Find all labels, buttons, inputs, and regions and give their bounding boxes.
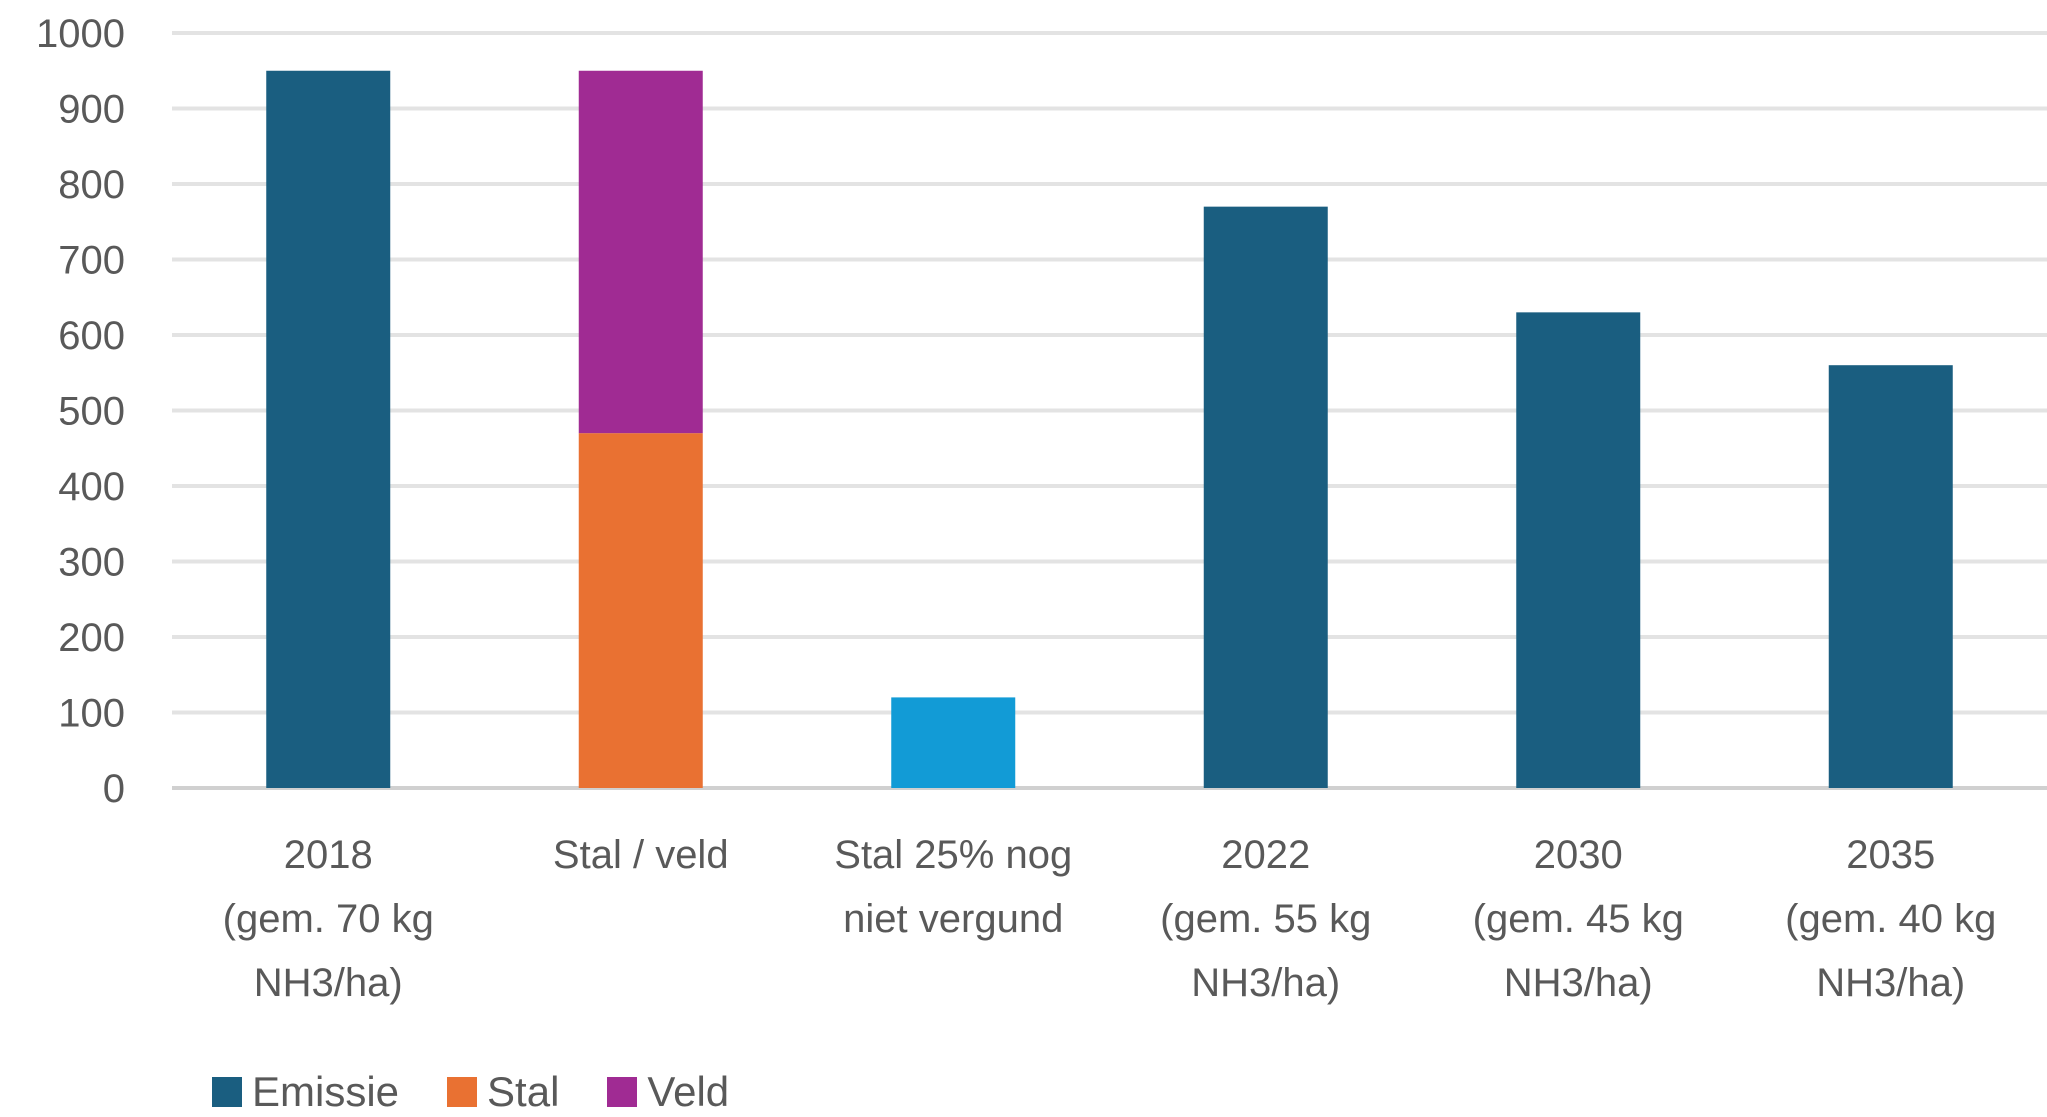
bar-veld bbox=[578, 70, 703, 434]
legend-item-stal: Stal bbox=[447, 1068, 559, 1116]
y-tick-label: 300 bbox=[58, 541, 125, 585]
legend-item-emissie: Emissie bbox=[212, 1068, 399, 1116]
x-tick-label: (gem. 70 kg bbox=[223, 897, 434, 941]
bar-emissie bbox=[1828, 365, 1953, 788]
x-tick-label: NH3/ha) bbox=[1191, 961, 1340, 1005]
y-tick-label: 700 bbox=[58, 239, 125, 283]
x-tick-label: NH3/ha) bbox=[254, 961, 403, 1005]
x-tick-label: Stal / veld bbox=[553, 833, 729, 877]
bar-stal bbox=[578, 433, 703, 788]
x-tick-label: 2022 bbox=[1221, 833, 1310, 877]
legend: Emissie Stal Veld bbox=[212, 1068, 777, 1116]
y-tick-label: 800 bbox=[58, 163, 125, 207]
legend-swatch-veld bbox=[607, 1077, 638, 1107]
legend-label-veld: Veld bbox=[647, 1068, 730, 1115]
x-tick-label: 2030 bbox=[1534, 833, 1623, 877]
legend-swatch-emissie bbox=[212, 1077, 242, 1107]
gridlines bbox=[172, 31, 2047, 790]
bars bbox=[266, 70, 1953, 788]
y-axis-ticks: 0 100 200 300 400 500 600 700 800 900 1000 bbox=[36, 12, 125, 811]
x-tick-label: NH3/ha) bbox=[1504, 961, 1653, 1005]
legend-swatch-stal bbox=[447, 1077, 478, 1107]
y-tick-label: 0 bbox=[103, 767, 125, 811]
x-tick-label: Stal 25% nog bbox=[834, 833, 1072, 877]
y-tick-label: 600 bbox=[58, 314, 125, 358]
bar-series-3 bbox=[891, 697, 1016, 788]
bar-emissie bbox=[266, 70, 391, 788]
x-tick-label: NH3/ha) bbox=[1816, 961, 1965, 1005]
x-tick-label: (gem. 55 kg bbox=[1160, 897, 1371, 941]
x-tick-label: (gem. 40 kg bbox=[1785, 897, 1996, 941]
bar-emissie bbox=[1203, 206, 1328, 788]
legend-item-veld: Veld bbox=[607, 1068, 729, 1116]
y-tick-label: 200 bbox=[58, 616, 125, 660]
y-tick-label: 500 bbox=[58, 390, 125, 434]
bar-emissie bbox=[1516, 312, 1641, 788]
y-tick-label: 1000 bbox=[36, 12, 125, 56]
y-tick-label: 400 bbox=[58, 465, 125, 509]
x-axis-categories: 2018 (gem. 70 kg NH3/ha) Stal / veld Stal 25… bbox=[223, 833, 1997, 1005]
x-tick-label: 2035 bbox=[1846, 833, 1935, 877]
x-tick-label: 2018 bbox=[284, 833, 373, 877]
y-tick-label: 900 bbox=[58, 88, 125, 132]
legend-label-stal: Stal bbox=[487, 1068, 560, 1115]
legend-label-emissie: Emissie bbox=[252, 1068, 400, 1115]
x-tick-label: (gem. 45 kg bbox=[1473, 897, 1684, 941]
y-tick-label: 100 bbox=[58, 692, 125, 736]
x-tick-label: niet vergund bbox=[843, 897, 1063, 941]
